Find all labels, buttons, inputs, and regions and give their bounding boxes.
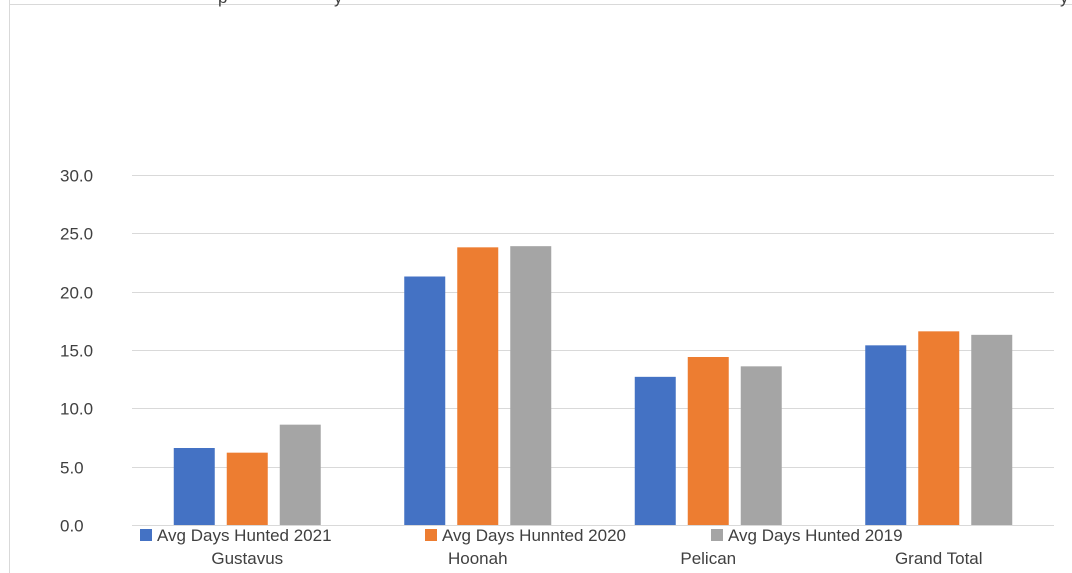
bar xyxy=(687,357,729,525)
y-tick-label: 15.0 xyxy=(60,342,93,361)
bar xyxy=(404,276,446,525)
y-tick-label: 20.0 xyxy=(60,284,93,303)
bar xyxy=(173,448,215,525)
legend-swatch xyxy=(140,529,152,541)
bar xyxy=(740,366,782,525)
legend-label: Avg Days Hunted 2019 xyxy=(728,526,903,545)
chart-title-fragment: y xyxy=(334,0,343,7)
chart-title-fragment: y xyxy=(1060,0,1069,7)
y-tick-label: 30.0 xyxy=(60,167,93,186)
bar xyxy=(510,246,552,525)
legend-label: Avg Days Hunnted 2020 xyxy=(442,526,626,545)
y-tick-label: 0.0 xyxy=(60,517,84,536)
category-label: Hoonah xyxy=(448,549,508,568)
bar xyxy=(279,424,321,525)
bar xyxy=(634,376,676,525)
y-tick-label: 10.0 xyxy=(60,400,93,419)
chart-title-fragment: p xyxy=(218,0,227,7)
category-label: Gustavus xyxy=(211,549,283,568)
y-tick-label: 5.0 xyxy=(60,459,84,478)
bar xyxy=(918,331,960,525)
bar xyxy=(457,247,499,526)
legend-label: Avg Days Hunted 2021 xyxy=(157,526,332,545)
bar xyxy=(865,345,907,525)
category-label: Grand Total xyxy=(895,549,983,568)
legend-swatch xyxy=(711,529,723,541)
bar xyxy=(971,334,1013,525)
legend-swatch xyxy=(425,529,437,541)
y-tick-label: 25.0 xyxy=(60,225,93,244)
bar xyxy=(226,452,268,525)
category-label: Pelican xyxy=(680,549,736,568)
